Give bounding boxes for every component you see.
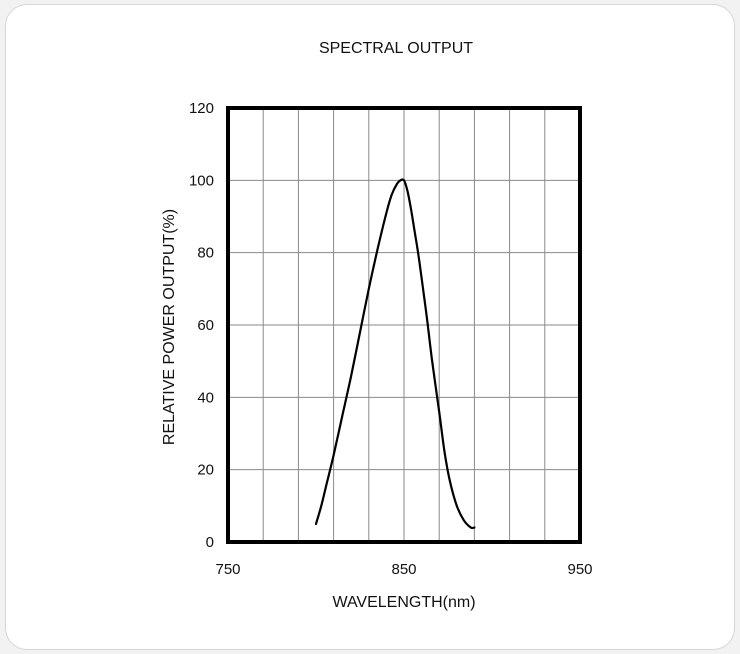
chart-title: SPECTRAL OUTPUT (319, 40, 473, 57)
y-axis-label: RELATIVE POWER OUTPUT(%) (161, 209, 178, 445)
y-tick-labels: 0 20 40 60 80 100 120 (189, 100, 214, 551)
x-tick-labels: 750 850 950 (215, 561, 592, 578)
y-tick-label: 0 (206, 534, 214, 551)
y-tick-label: 120 (189, 100, 214, 117)
plot-frame (226, 106, 582, 544)
x-axis-label: WAVELENGTH(nm) (332, 594, 475, 611)
y-tick-label: 20 (197, 462, 214, 479)
x-tick-label: 750 (215, 561, 240, 578)
y-tick-label: 60 (197, 317, 214, 334)
y-tick-label: 40 (197, 389, 214, 406)
grid-lines (228, 108, 580, 542)
y-tick-label: 80 (197, 245, 214, 262)
spectral-curve (314, 178, 476, 530)
y-tick-label: 100 (189, 172, 214, 189)
x-tick-label: 950 (567, 561, 592, 578)
x-tick-label: 850 (391, 561, 416, 578)
